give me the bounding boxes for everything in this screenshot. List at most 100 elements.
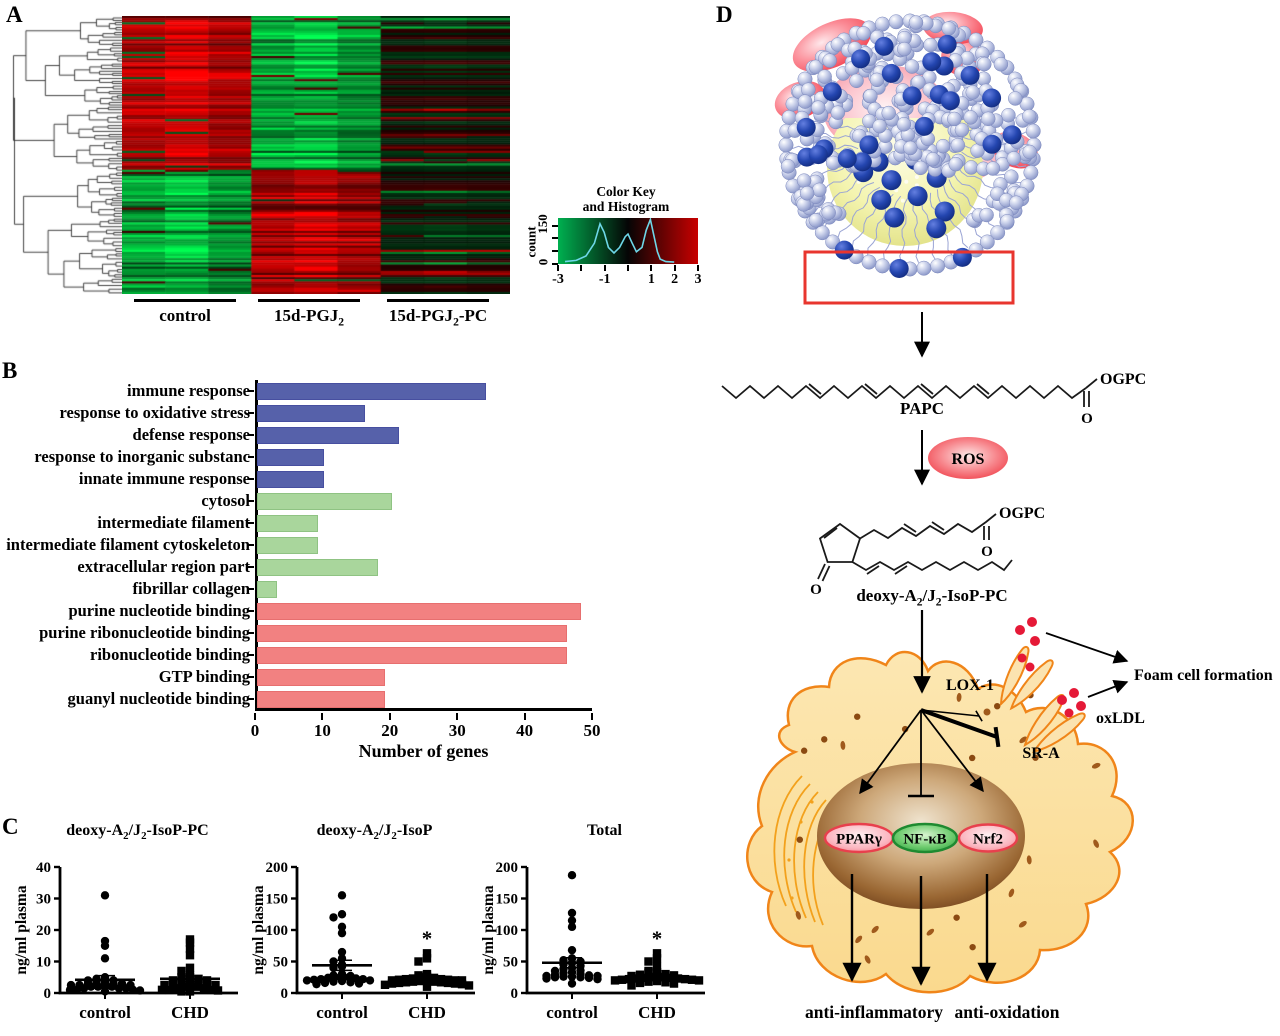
y-tick-label: 100 xyxy=(266,923,289,939)
bar-category-label: innate immune response xyxy=(78,469,250,488)
bar-category-label: purine nucleotide binding xyxy=(68,601,250,620)
dendrogram xyxy=(10,16,122,294)
nfkb-label: NF-κB xyxy=(903,832,946,848)
bar-category-label: purine ribonucleotide binding xyxy=(39,623,250,642)
bar xyxy=(257,602,581,620)
bar-plot-area xyxy=(255,380,592,711)
mean-sem-control xyxy=(312,959,372,972)
fragment-highlight-box xyxy=(803,250,1015,305)
bar-category-label: ribonucleotide binding xyxy=(90,645,250,664)
y-tick-label: 30 xyxy=(36,892,51,908)
bar xyxy=(257,492,392,510)
ogpc-label-top: OGPC xyxy=(1100,371,1146,388)
bar xyxy=(257,580,278,598)
scatter-plot-isop: deoxy-A2/J2-IsoP 0 50 100 150 200 ng/ml plasma… xyxy=(247,818,482,1036)
bar-x-tick xyxy=(388,713,391,720)
bar xyxy=(257,668,386,686)
bar-axis-tick xyxy=(248,588,254,590)
color-key-count-tick xyxy=(552,224,558,227)
bar-category-label: defense response xyxy=(132,425,250,444)
y-tick-label: 150 xyxy=(266,892,289,908)
bar xyxy=(257,690,386,708)
bar-axis-tick xyxy=(248,698,254,700)
y-axis-title: ng/ml plasma xyxy=(250,885,267,974)
bar-x-tick xyxy=(523,713,526,720)
bar-x-tick xyxy=(254,713,256,720)
bar-axis-tick xyxy=(248,390,254,392)
color-key-title-line2: and Histogram xyxy=(582,199,670,214)
color-key-value-tick-label: 2 xyxy=(671,272,679,287)
bar-x-tick xyxy=(591,713,593,720)
bar-category-label: extracellular region part xyxy=(77,557,250,576)
bar xyxy=(257,404,365,422)
color-key: Color Key and Histogram count 0 150 -3 -1 1 2… xyxy=(524,184,702,296)
bar-axis-tick xyxy=(248,412,254,414)
scatter-canvas: 0 10 20 30 40 ng/ml plasma control CHD xyxy=(13,860,238,1022)
nrf2-badge xyxy=(957,823,1019,853)
papc-structure xyxy=(721,378,1098,407)
y-axis-title: ng/ml plasma xyxy=(13,885,30,974)
bar xyxy=(257,536,318,554)
foam-cell-formation-label: Foam cell formation xyxy=(1134,667,1273,684)
scatter-points-control xyxy=(302,891,375,989)
group-label: control xyxy=(79,1003,131,1022)
bar-x-tick-label: 30 xyxy=(448,721,466,740)
bar-axis-tick xyxy=(248,566,254,568)
deoxy-isop-pc-label: deoxy-A2/J2-IsoP-PC xyxy=(856,586,1008,609)
y-tick-label: 0 xyxy=(44,986,52,1002)
bar-axis-tick xyxy=(248,478,254,480)
y-tick-label: 200 xyxy=(266,860,289,876)
color-key-value-tick xyxy=(580,265,583,271)
color-key-value-tick xyxy=(627,265,629,271)
mean-sem-CHD xyxy=(160,975,220,983)
mean-sem-control xyxy=(75,974,135,985)
bar xyxy=(257,646,568,664)
group-label-15d-pgj2-pc: 15d-PGJ2-PC xyxy=(388,306,488,329)
y-tick-label: 100 xyxy=(496,923,519,939)
oxldl-label: oxLDL xyxy=(1096,710,1145,727)
bar xyxy=(257,558,379,576)
scatter-points-CHD xyxy=(380,949,474,991)
bar xyxy=(257,514,318,532)
bar xyxy=(257,382,487,400)
scatter-points-CHD xyxy=(610,949,704,990)
color-key-value-tick xyxy=(673,265,676,271)
anti-oxidation-label: anti-oxidation xyxy=(954,1002,1059,1022)
bar-x-tick-label: 0 xyxy=(250,721,260,740)
bar-axis-tick xyxy=(248,544,254,546)
deoxy-isop-pc-structure xyxy=(817,513,1013,582)
bar-x-tick xyxy=(456,713,459,720)
heatmap-group-labels: control 15d-PGJ2 15d-PGJ2-PC xyxy=(0,299,520,329)
color-key-value-tick-label: 3 xyxy=(694,272,702,287)
bar-category-label: intermediate filament cytoskeleton xyxy=(6,535,250,554)
scatter-points-control xyxy=(542,870,602,988)
oxldl-particle-illustration xyxy=(774,11,1042,279)
mechanism-diagram: OGPC O PAPC ROS OGPC O O xyxy=(721,11,1273,1022)
group-label: CHD xyxy=(638,1003,676,1022)
y-tick-label: 40 xyxy=(36,860,51,876)
internalized-particle-dot xyxy=(983,708,991,716)
color-key-value-tick xyxy=(650,265,653,271)
group-label-15d-pgj2: 15d-PGJ2 xyxy=(273,306,345,329)
bar-category-label: immune response xyxy=(127,381,250,400)
ros-label: ROS xyxy=(952,451,985,468)
oxygen-atom-label: O xyxy=(810,582,822,598)
color-key-value-tick xyxy=(697,265,699,271)
oxldl-particles xyxy=(1015,617,1086,718)
bar-x-tick-label: 10 xyxy=(313,721,331,740)
bar-axis-tick xyxy=(248,654,254,656)
panel-d-label: D xyxy=(716,2,733,27)
papc-label: PAPC xyxy=(900,399,944,418)
y-axis-title: ng/ml plasma xyxy=(480,885,497,974)
color-key-title-line1: Color Key xyxy=(596,184,656,199)
oxygen-atom-label: O xyxy=(981,544,993,560)
group-underline xyxy=(258,299,360,302)
y-tick-label: 0 xyxy=(511,986,519,1002)
bar-axis-tick xyxy=(248,632,254,634)
color-key-value-tick-label: -3 xyxy=(552,272,564,287)
color-key-count-tick xyxy=(552,250,558,253)
y-tick-label: 50 xyxy=(503,955,518,971)
y-tick-label: 150 xyxy=(496,892,519,908)
bar-category-label: response to oxidative stress xyxy=(59,403,250,422)
